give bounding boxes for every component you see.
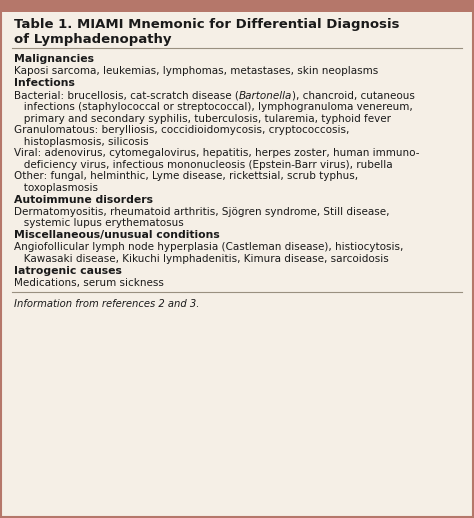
FancyBboxPatch shape [0,0,474,12]
Text: Bartonella: Bartonella [239,91,292,100]
Text: Kawasaki disease, Kikuchi lymphadenitis, Kimura disease, sarcoidosis: Kawasaki disease, Kikuchi lymphadenitis,… [14,254,389,264]
Text: toxoplasmosis: toxoplasmosis [14,182,98,193]
Text: Bacterial: brucellosis, cat-scratch disease (: Bacterial: brucellosis, cat-scratch dise… [14,91,239,100]
Text: Medications, serum sickness: Medications, serum sickness [14,278,164,288]
Text: Information from references 2 and 3.: Information from references 2 and 3. [14,299,200,309]
Text: Kaposi sarcoma, leukemias, lymphomas, metastases, skin neoplasms: Kaposi sarcoma, leukemias, lymphomas, me… [14,66,378,76]
Text: Angiofollicular lymph node hyperplasia (Castleman disease), histiocytosis,: Angiofollicular lymph node hyperplasia (… [14,242,403,252]
Text: Autoimmune disorders: Autoimmune disorders [14,195,153,205]
Text: deficiency virus, infectious mononucleosis (Epstein-Barr virus), rubella: deficiency virus, infectious mononucleos… [14,160,392,169]
Text: Granulomatous: berylliosis, coccidioidomycosis, cryptococcosis,: Granulomatous: berylliosis, coccidioidom… [14,125,349,135]
Text: systemic lupus erythematosus: systemic lupus erythematosus [14,218,184,228]
Text: Malignancies: Malignancies [14,54,94,64]
Text: infections (staphylococcal or streptococcal), lymphogranuloma venereum,: infections (staphylococcal or streptococ… [14,102,413,112]
Text: primary and secondary syphilis, tuberculosis, tularemia, typhoid fever: primary and secondary syphilis, tubercul… [14,113,391,124]
Text: ), chancroid, cutaneous: ), chancroid, cutaneous [292,91,415,100]
Text: of Lymphadenopathy: of Lymphadenopathy [14,33,172,46]
Text: Viral: adenovirus, cytomegalovirus, hepatitis, herpes zoster, human immuno-: Viral: adenovirus, cytomegalovirus, hepa… [14,148,419,158]
Text: histoplasmosis, silicosis: histoplasmosis, silicosis [14,137,149,147]
Text: Miscellaneous/unusual conditions: Miscellaneous/unusual conditions [14,231,220,240]
Text: Other: fungal, helminthic, Lyme disease, rickettsial, scrub typhus,: Other: fungal, helminthic, Lyme disease,… [14,171,358,181]
Text: Infections: Infections [14,78,75,89]
Text: Dermatomyositis, rheumatoid arthritis, Sjögren syndrome, Still disease,: Dermatomyositis, rheumatoid arthritis, S… [14,207,390,217]
Text: Table 1. MIAMI Mnemonic for Differential Diagnosis: Table 1. MIAMI Mnemonic for Differential… [14,18,400,31]
Text: Iatrogenic causes: Iatrogenic causes [14,266,122,276]
